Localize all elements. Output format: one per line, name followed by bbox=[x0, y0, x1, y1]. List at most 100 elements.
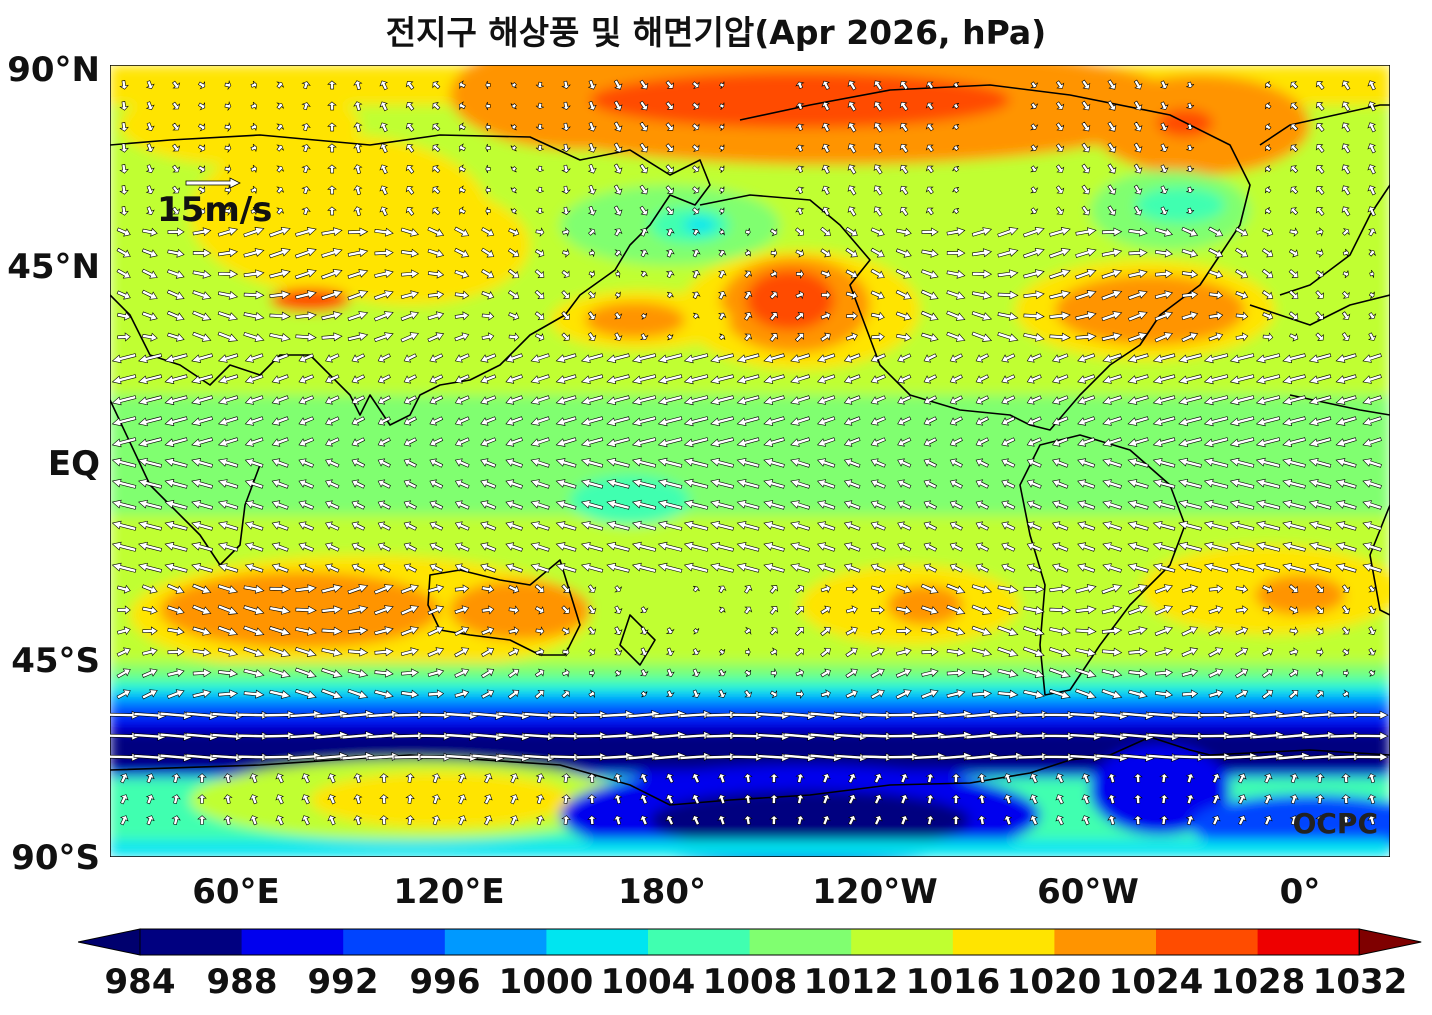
wind-arrow bbox=[1159, 122, 1169, 131]
wind-arrow bbox=[1154, 647, 1173, 657]
wind-arrow bbox=[1026, 353, 1042, 363]
wind-arrow bbox=[817, 353, 836, 363]
wind-arrow bbox=[770, 269, 778, 279]
wind-arrow bbox=[351, 479, 366, 489]
wind-arrow bbox=[820, 647, 831, 658]
wind-arrow bbox=[353, 185, 363, 196]
wind-arrow bbox=[167, 605, 185, 615]
wind-arrow bbox=[295, 311, 317, 321]
wind-arrow bbox=[535, 186, 544, 194]
wind-arrow bbox=[925, 773, 935, 784]
wind-arrow bbox=[744, 312, 753, 321]
colorbar-label: 1024 bbox=[1108, 962, 1204, 1002]
wind-arrow bbox=[505, 353, 523, 363]
wind-arrow bbox=[353, 794, 363, 805]
wind-arrow bbox=[454, 247, 470, 258]
wind-arrow bbox=[606, 395, 630, 406]
wind-arrow bbox=[217, 353, 239, 363]
wind-arrow bbox=[243, 646, 265, 657]
wind-arrow bbox=[405, 102, 415, 111]
wind-arrow bbox=[870, 227, 885, 237]
wind-arrow bbox=[588, 648, 596, 657]
wind-arrow bbox=[223, 794, 233, 804]
wind-arrow bbox=[821, 815, 831, 826]
wind-arrow bbox=[925, 794, 935, 805]
wind-arrow bbox=[1178, 520, 1202, 531]
wind-arrow bbox=[457, 794, 467, 805]
wind-arrow bbox=[587, 184, 597, 195]
wind-arrow bbox=[665, 794, 674, 805]
wind-arrow bbox=[561, 689, 570, 699]
wind-arrow bbox=[870, 542, 886, 552]
wind-arrow bbox=[237, 710, 271, 720]
wind-arrow bbox=[1315, 165, 1325, 174]
wind-arrow bbox=[1001, 437, 1016, 447]
wind-arrow bbox=[946, 290, 966, 300]
wind-arrow bbox=[269, 247, 291, 259]
wind-arrow bbox=[1235, 291, 1249, 300]
wind-arrow bbox=[1341, 815, 1351, 825]
wind-arrow bbox=[925, 207, 934, 216]
wind-arrow bbox=[639, 163, 649, 174]
wind-arrow bbox=[861, 731, 895, 741]
wind-arrow bbox=[897, 500, 912, 510]
wind-arrow bbox=[665, 690, 675, 698]
wind-arrow bbox=[561, 773, 571, 783]
wind-arrow bbox=[1081, 773, 1091, 784]
wind-arrow bbox=[250, 185, 257, 194]
wind-arrow bbox=[744, 270, 753, 279]
wind-arrow bbox=[587, 815, 597, 825]
wind-arrow bbox=[191, 416, 213, 426]
wind-arrow bbox=[510, 208, 517, 215]
wind-arrow bbox=[1362, 353, 1382, 363]
wind-arrow bbox=[561, 206, 571, 215]
wind-arrow bbox=[223, 815, 233, 825]
wind-arrow bbox=[223, 773, 233, 783]
wind-arrow bbox=[1102, 437, 1122, 447]
wind-arrow bbox=[1203, 395, 1229, 406]
wind-arrow bbox=[795, 227, 804, 237]
wind-arrow bbox=[1288, 311, 1299, 321]
wind-arrow bbox=[1102, 500, 1122, 510]
wind-arrow bbox=[1026, 395, 1042, 405]
wind-arrow bbox=[454, 542, 470, 552]
wind-arrow bbox=[744, 249, 751, 257]
wind-arrow bbox=[769, 689, 778, 699]
wind-arrow bbox=[243, 311, 265, 321]
wind-arrow bbox=[897, 458, 912, 468]
wind-arrow bbox=[731, 731, 765, 741]
wind-arrow bbox=[923, 374, 938, 384]
wind-arrow bbox=[164, 541, 188, 552]
wind-arrow bbox=[683, 478, 709, 489]
wind-arrow bbox=[1107, 184, 1117, 195]
wind-arrow bbox=[269, 646, 291, 658]
wind-arrow bbox=[374, 668, 394, 678]
colorbar-frame bbox=[139, 928, 1360, 956]
wind-arrow bbox=[1178, 437, 1202, 448]
wind-arrow bbox=[975, 437, 989, 447]
wind-arrow bbox=[116, 668, 131, 679]
colorbar-label: 992 bbox=[307, 962, 379, 1002]
wind-arrow bbox=[921, 626, 939, 636]
wind-arrow bbox=[821, 185, 830, 195]
wind-arrow bbox=[809, 753, 843, 763]
wind-arrow bbox=[1001, 521, 1016, 531]
wind-arrow bbox=[639, 79, 649, 90]
wind-arrow bbox=[1289, 626, 1299, 636]
wind-arrow bbox=[975, 416, 989, 426]
wind-arrow bbox=[744, 585, 753, 594]
wind-arrow bbox=[321, 626, 343, 636]
wind-arrow bbox=[497, 732, 531, 742]
wind-arrow bbox=[192, 668, 212, 678]
wind-arrow bbox=[705, 731, 739, 741]
wind-arrow bbox=[116, 290, 131, 300]
wind-arrow bbox=[457, 815, 467, 826]
wind-arrow bbox=[480, 542, 497, 552]
wind-arrow bbox=[172, 143, 181, 152]
wind-arrow bbox=[1077, 374, 1096, 384]
wind-arrow bbox=[921, 647, 939, 657]
wind-arrow bbox=[691, 229, 701, 236]
colorbar-segment bbox=[1156, 929, 1259, 955]
wind-arrow bbox=[925, 144, 934, 153]
wind-arrow bbox=[1315, 815, 1325, 825]
